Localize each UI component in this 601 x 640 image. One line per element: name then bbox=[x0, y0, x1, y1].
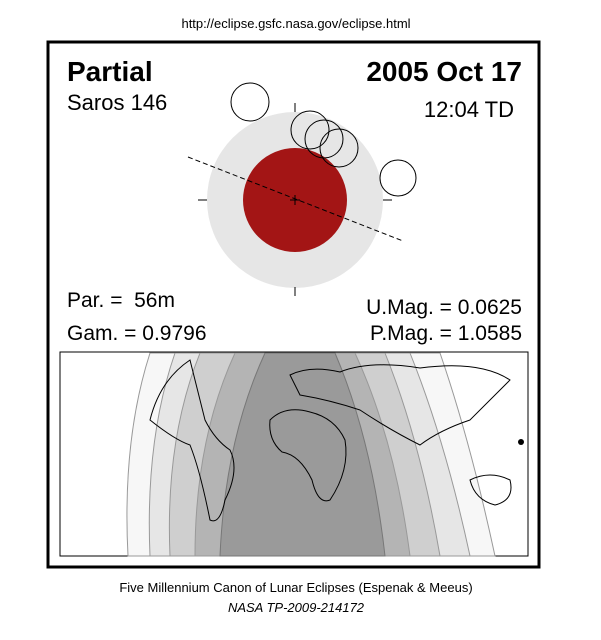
eclipse-date: 2005 Oct 17 bbox=[366, 56, 522, 87]
footer-title: Five Millennium Canon of Lunar Eclipses … bbox=[119, 580, 472, 595]
url: http://eclipse.gsfc.nasa.gov/eclipse.htm… bbox=[181, 16, 410, 31]
gamma: Gam. = 0.9796 bbox=[67, 322, 207, 345]
moon-positions bbox=[230, 82, 417, 197]
saros: Saros 146 bbox=[67, 90, 167, 115]
time: 12:04 TD bbox=[424, 97, 514, 122]
penumbral-magnitude: P.Mag. = 1.0585 bbox=[370, 322, 522, 345]
frame bbox=[46, 40, 541, 569]
moon bbox=[319, 128, 359, 168]
eclipse-type: Partial bbox=[67, 56, 153, 87]
moon bbox=[379, 159, 417, 197]
visibility-zone bbox=[219, 352, 386, 557]
coastlines bbox=[149, 359, 512, 522]
footer-reference: NASA TP-2009-214172 bbox=[228, 600, 365, 615]
duration: Par. = 56m bbox=[67, 289, 175, 312]
moon bbox=[304, 119, 344, 159]
umbral-magnitude: U.Mag. = 0.0625 bbox=[366, 296, 522, 319]
moon-position-marker bbox=[518, 439, 524, 445]
moon bbox=[230, 82, 270, 122]
moon bbox=[290, 110, 330, 150]
world-map bbox=[59, 351, 529, 557]
